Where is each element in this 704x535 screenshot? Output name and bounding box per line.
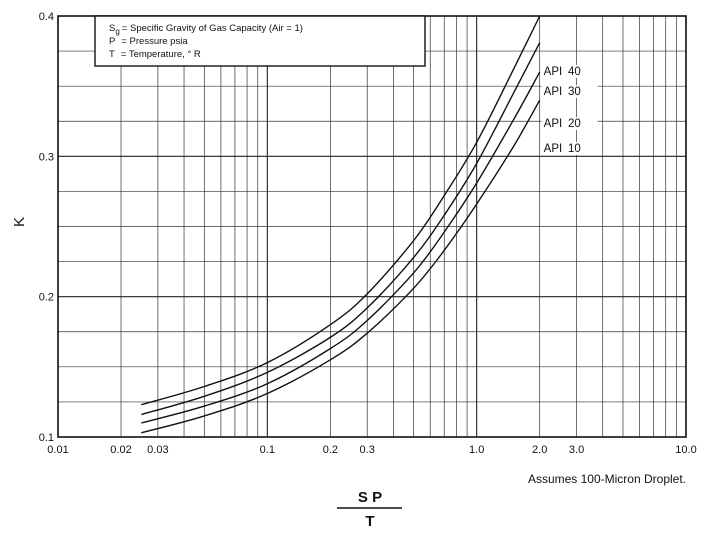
legend-subscript: g [115,27,119,36]
legend-text: = Temperature, ° R [121,49,201,60]
curves [141,15,541,434]
series-label: API 40 [544,66,581,78]
x-axis-label-denominator: T [365,513,374,530]
x-tick-label: 0.03 [147,444,168,456]
y-tick-label: 0.1 [39,432,54,444]
series-label: API 30 [544,86,581,98]
x-tick-label: 0.01 [47,444,68,456]
series-label-background [541,117,598,130]
y-tick-label: 0.3 [39,151,54,163]
legend-symbol: S [109,23,115,34]
droplet-note: Assumes 100-Micron Droplet. [528,472,686,486]
y-axis-label: K [11,217,28,227]
legend-text: = Pressure psia [121,36,188,47]
x-tick-label: 0.2 [323,444,338,456]
series-label-background [541,142,598,155]
series-label: API 10 [544,143,581,155]
legend-box: Sg = Specific Gravity of Gas Capacity (Ai… [94,15,426,67]
y-tick-label: 0.2 [39,292,54,304]
series-line [141,42,541,416]
series-line [141,99,541,434]
legend-symbol: T [109,49,115,60]
legend-line: P = Pressure psia [109,36,188,47]
y-tick-label: 0.4 [39,11,54,23]
series-label-background [541,65,598,78]
labels: 0.01 0.02 0.03 0.1 0.2 0.3 1.0 2.0 3.0 10.0 0.1 0.2… [39,11,697,456]
series-line [141,71,541,424]
x-tick-label: 0.02 [110,444,131,456]
x-axis-label-numerator: S P [358,489,382,506]
legend-text: = Specific Gravity of Gas Capacity (Air … [122,23,303,34]
series-line [141,15,541,406]
legend-symbol: P [109,36,115,47]
x-tick-label: 0.3 [360,444,375,456]
legend-line: Sg = Specific Gravity of Gas Capacity (Ai… [109,23,303,36]
grid [57,15,687,438]
x-tick-label: 1.0 [469,444,484,456]
x-tick-label: 3.0 [569,444,584,456]
x-tick-label: 2.0 [532,444,547,456]
series-label-background [541,85,598,98]
x-tick-label: 0.1 [260,444,275,456]
series-label: API 20 [544,118,581,130]
legend-line: T = Temperature, ° R [109,49,201,60]
legend-background [94,15,426,67]
x-tick-label: 10.0 [675,444,696,456]
